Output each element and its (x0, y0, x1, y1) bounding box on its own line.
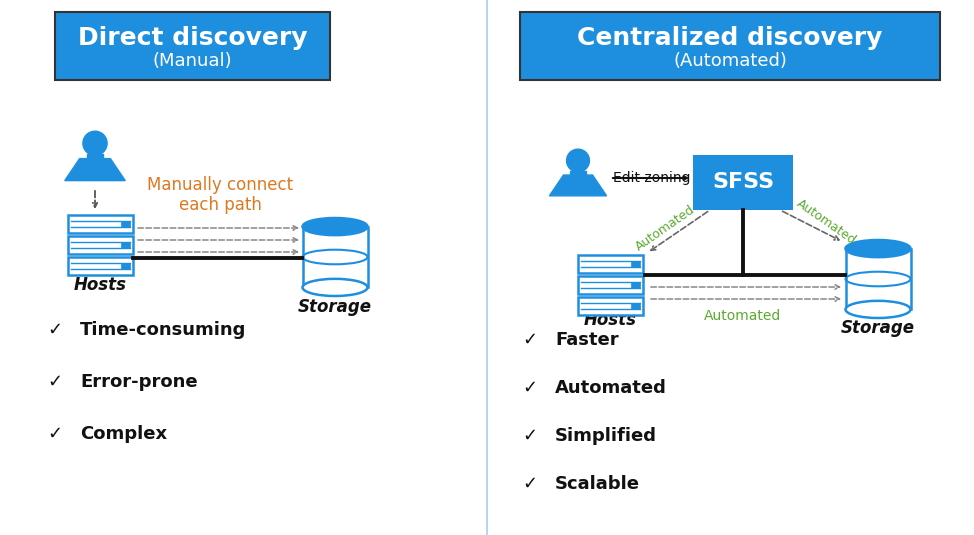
Text: Automated: Automated (794, 197, 858, 247)
Polygon shape (55, 12, 330, 80)
Polygon shape (631, 261, 640, 267)
Polygon shape (87, 154, 103, 160)
Text: Automated: Automated (633, 203, 697, 253)
Text: Automated: Automated (704, 309, 781, 323)
Text: Hosts: Hosts (583, 311, 636, 329)
Text: Hosts: Hosts (73, 276, 127, 294)
Polygon shape (631, 282, 640, 288)
Ellipse shape (845, 301, 911, 318)
Polygon shape (67, 257, 132, 275)
Text: (Manual): (Manual) (153, 52, 233, 70)
Text: ✓: ✓ (522, 475, 538, 493)
Ellipse shape (567, 149, 589, 172)
Text: Simplified: Simplified (555, 427, 657, 445)
Ellipse shape (303, 279, 367, 296)
Polygon shape (845, 249, 911, 309)
Text: Time-consuming: Time-consuming (80, 321, 246, 339)
Polygon shape (578, 255, 643, 273)
Polygon shape (578, 276, 643, 294)
Polygon shape (570, 171, 585, 176)
Text: ✓: ✓ (48, 321, 62, 339)
Polygon shape (121, 242, 130, 248)
Polygon shape (64, 158, 126, 181)
Text: Edit zoning: Edit zoning (614, 171, 691, 185)
Text: ✓: ✓ (522, 427, 538, 445)
Text: Storage: Storage (841, 319, 915, 337)
Polygon shape (303, 227, 367, 287)
Text: Storage: Storage (298, 298, 372, 316)
Text: Automated: Automated (555, 379, 667, 397)
Text: ✓: ✓ (48, 425, 62, 443)
Polygon shape (121, 263, 130, 269)
Text: Manually connect
each path: Manually connect each path (147, 175, 293, 215)
Ellipse shape (83, 131, 107, 155)
Polygon shape (520, 12, 940, 80)
Text: Scalable: Scalable (555, 475, 640, 493)
Text: Error-prone: Error-prone (80, 373, 198, 391)
Polygon shape (578, 297, 643, 315)
Text: ✓: ✓ (522, 331, 538, 349)
Polygon shape (631, 303, 640, 309)
Text: (Automated): (Automated) (673, 52, 787, 70)
Text: Centralized discovery: Centralized discovery (578, 26, 882, 50)
Polygon shape (121, 221, 130, 227)
Polygon shape (67, 236, 132, 254)
Polygon shape (549, 175, 607, 196)
Ellipse shape (845, 240, 911, 257)
Polygon shape (67, 215, 132, 233)
Text: ✓: ✓ (48, 373, 62, 391)
Text: Complex: Complex (80, 425, 168, 443)
Text: SFSS: SFSS (712, 172, 774, 193)
Polygon shape (693, 155, 793, 210)
Text: ✓: ✓ (522, 379, 538, 397)
Text: Direct discovery: Direct discovery (78, 26, 307, 50)
Ellipse shape (303, 218, 367, 235)
Text: Faster: Faster (555, 331, 618, 349)
